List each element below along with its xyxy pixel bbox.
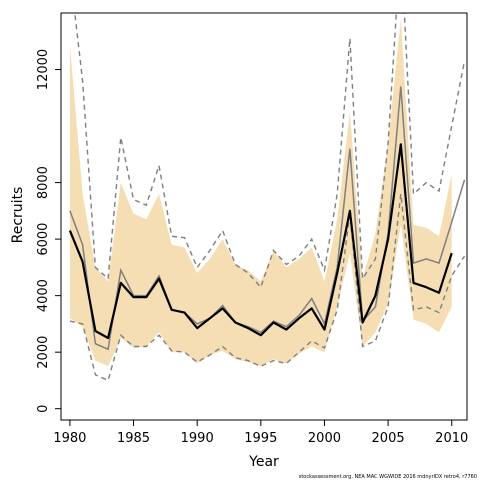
confidence-band <box>69 18 452 367</box>
plot-frame <box>60 12 468 421</box>
series-lines-layer <box>68 13 466 382</box>
x-tick-label-1995: 1995 <box>244 431 277 446</box>
y-tick-label-8000: 8000 <box>36 166 51 199</box>
axes-layer: 1980 1985 1990 1995 2000 2005 2010 0 2000 4000 600… <box>36 49 468 446</box>
y-tick-label-12000: 12000 <box>36 49 51 90</box>
footnote: stockassessment.org, NEA MAC WGWIDE 2016… <box>299 474 477 480</box>
y-axis-title: Recruits <box>10 187 26 244</box>
y-tick-label-4000: 4000 <box>36 279 51 312</box>
x-tick-label-1985: 1985 <box>117 431 150 446</box>
x-tick-label-1990: 1990 <box>181 431 214 446</box>
y-tick-label-6000: 6000 <box>36 223 51 256</box>
x-tick-label-1980: 1980 <box>53 431 86 446</box>
x-tick-label-2005: 2005 <box>372 431 405 446</box>
confidence-band-layer <box>69 18 452 367</box>
x-tick-label-2010: 2010 <box>435 431 468 446</box>
x-axis-title: Year <box>248 454 279 470</box>
estimate-line <box>68 143 453 340</box>
y-tick-label-2000: 2000 <box>36 336 51 369</box>
x-tick-label-2000: 2000 <box>308 431 341 446</box>
y-tick-label-0: 0 <box>36 405 51 413</box>
comparison-upper-dashed-line <box>74 13 466 289</box>
comparison-line <box>69 86 466 351</box>
comparison-lower-dashed-line <box>69 193 466 382</box>
